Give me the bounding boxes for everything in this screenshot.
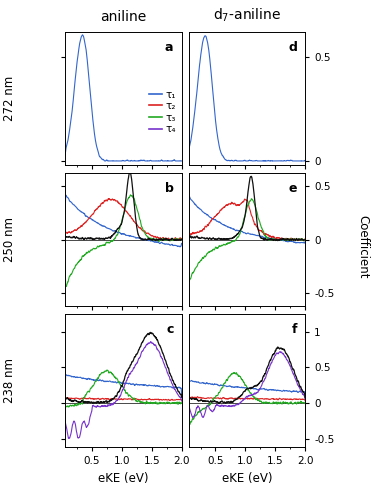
Text: aniline: aniline (100, 10, 147, 24)
Text: f: f (291, 324, 297, 336)
Text: 250 nm: 250 nm (3, 217, 16, 262)
Text: 272 nm: 272 nm (3, 76, 16, 121)
Text: Coefficient: Coefficient (356, 215, 369, 279)
Text: b: b (164, 182, 173, 196)
Text: d$_7$-aniline: d$_7$-aniline (213, 6, 281, 24)
X-axis label: eKE (eV): eKE (eV) (222, 472, 272, 485)
Text: d: d (288, 41, 297, 54)
Legend: τ₁, τ₂, τ₃, τ₄: τ₁, τ₂, τ₃, τ₄ (149, 89, 176, 134)
Text: e: e (288, 182, 297, 196)
Text: 238 nm: 238 nm (3, 358, 16, 403)
Text: a: a (165, 41, 173, 54)
X-axis label: eKE (eV): eKE (eV) (98, 472, 148, 485)
Text: c: c (166, 324, 173, 336)
